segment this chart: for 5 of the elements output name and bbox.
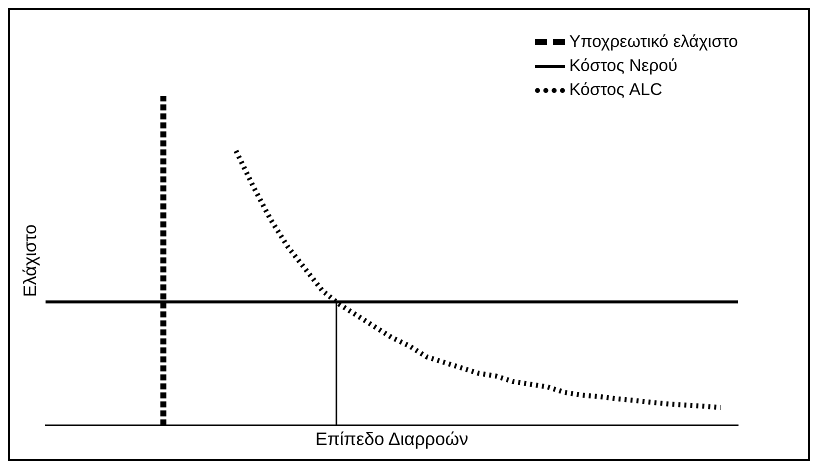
x-axis-title: Επίπεδο Διαρροών xyxy=(315,429,468,450)
legend-label: Υποχρεωτικό ελάχιστο xyxy=(569,31,738,53)
y-axis-title: Ελάχιστο xyxy=(20,224,40,297)
legend-label: Κόστος Νερού xyxy=(569,55,678,77)
legend-label: Κόστος ALC xyxy=(569,79,662,101)
